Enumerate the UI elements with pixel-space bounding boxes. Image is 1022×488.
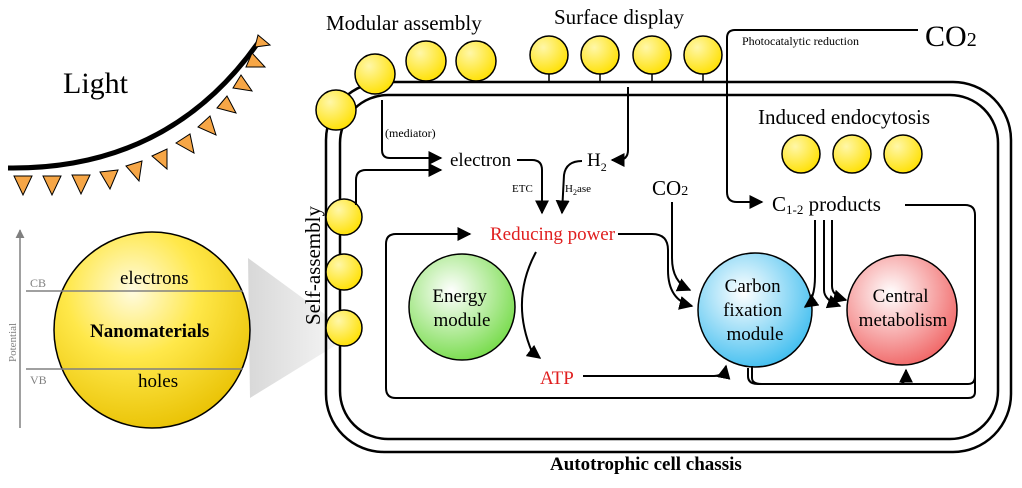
- co2-to-carbon-arrow: [671, 202, 692, 292]
- modular-bead: [405, 40, 447, 82]
- potential-label: Potential: [7, 323, 19, 362]
- display-bead: [683, 35, 723, 75]
- modular-bead: [455, 40, 497, 82]
- feedback-loop-arrow: [747, 204, 976, 385]
- h2-to-reducing-arrow: [555, 160, 583, 215]
- cb-label: CB: [30, 276, 46, 290]
- metabolic-flows: [385, 202, 976, 399]
- self-assembly-bead: [325, 198, 363, 236]
- atp-label: ATP: [540, 368, 574, 389]
- light-label: Light: [63, 67, 129, 100]
- reducing-power-label: Reducing power: [490, 224, 616, 245]
- electrons-label: electrons: [120, 268, 189, 289]
- loop-return-arrow: [385, 227, 976, 399]
- energy-module: Energy module: [408, 253, 516, 361]
- nanomaterial-inset: Potential CB VB electrons Nanomaterials …: [7, 229, 336, 429]
- light-source: Light: [7, 34, 272, 197]
- surface-display-label: Surface display: [554, 5, 685, 29]
- modular-bead: [354, 53, 396, 95]
- light-rays: [13, 34, 272, 197]
- h2ase-label: H2ase: [565, 183, 591, 197]
- surface-h2-arrow: [610, 87, 629, 167]
- endocytosis-bead: [832, 134, 872, 174]
- display-bead: [632, 35, 672, 75]
- mediator-arrow: [381, 100, 443, 165]
- self-assembly-bead: [325, 309, 363, 347]
- central-metabolism: Central metabolism: [846, 254, 958, 366]
- electron-label: electron: [450, 150, 512, 171]
- holes-label: holes: [138, 371, 178, 392]
- modular-bead: [315, 89, 357, 131]
- induced-endocytosis: Induced endocytosis: [758, 105, 930, 174]
- electron-to-reducing-arrow: [517, 159, 549, 215]
- c12-to-central-arrow-2: [831, 220, 848, 304]
- carbon-module-label: Carbon fixation module: [723, 276, 787, 345]
- vb-label: VB: [30, 373, 47, 387]
- self-assembly-label: Self-assembly: [301, 206, 325, 325]
- c12-to-central-arrow-1: [823, 220, 842, 309]
- photocatalytic-label: Photocatalytic reduction: [742, 34, 859, 48]
- central-metabolism-label: Central metabolism: [859, 286, 948, 331]
- reducing-to-carbon-arrow: [618, 233, 694, 310]
- mediator-label: (mediator): [385, 126, 436, 140]
- h2-label: H2: [587, 150, 607, 174]
- carbon-fixation-module: Carbon fixation module: [697, 252, 813, 368]
- modular-assembly: Modular assembly: [315, 11, 497, 131]
- display-bead: [529, 35, 569, 75]
- carbon-to-central-arrow: [751, 366, 913, 385]
- endocytosis-bead: [781, 134, 821, 174]
- nanomaterial-particle: [53, 231, 251, 429]
- surface-display: Surface display: [529, 5, 723, 83]
- self-assembly: Self-assembly: [301, 198, 363, 347]
- energy-module-label: Energy module: [432, 286, 491, 331]
- electron-inputs: [355, 87, 629, 215]
- chassis-title: Autotrophic cell chassis: [550, 454, 742, 475]
- nanomaterials-label: Nanomaterials: [90, 321, 209, 342]
- display-bead: [580, 35, 620, 75]
- etc-label: ETC: [512, 183, 533, 195]
- photocatalytic-pathway: CO2 Photocatalytic reduction: [726, 20, 977, 209]
- modular-assembly-label: Modular assembly: [326, 11, 482, 35]
- co2-inner-label: CO2: [652, 176, 688, 200]
- endocytosis-bead: [883, 134, 923, 174]
- zoom-cone: [248, 258, 336, 398]
- light-arc: [7, 38, 263, 171]
- c12-products-label: C1-2 products: [772, 192, 881, 217]
- c12-to-carbon-arrow-1: [803, 220, 820, 308]
- photocatalytic-arrow: [726, 29, 918, 209]
- endocytosis-label: Induced endocytosis: [758, 105, 930, 129]
- self-assembly-bead: [325, 253, 363, 291]
- reducing-to-atp-arrow: [520, 251, 542, 359]
- atp-to-carbon-arrow: [583, 364, 731, 380]
- co2-outer-label: CO2: [925, 20, 977, 53]
- self-assembly-arrow: [355, 163, 443, 205]
